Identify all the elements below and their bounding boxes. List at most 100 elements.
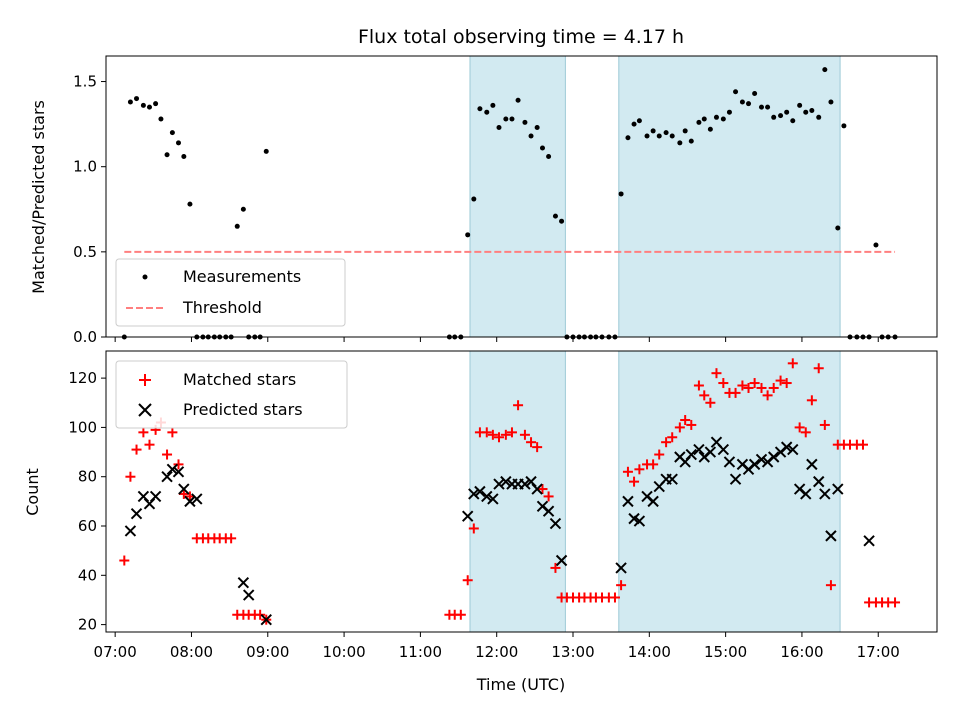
measurement-point	[559, 218, 565, 224]
matched-star-point	[173, 459, 184, 470]
top-legend: Measurements Threshold	[115, 258, 346, 327]
matched-star-point	[629, 476, 640, 487]
shaded-span	[469, 350, 566, 633]
x-tick-label: 14:00	[628, 643, 671, 661]
measurement-point	[841, 123, 847, 129]
y-tick-label: 120	[68, 369, 97, 387]
x-tick-label: 16:00	[780, 643, 823, 661]
measurement-point	[625, 135, 631, 141]
measurement-point	[146, 104, 152, 110]
measurement-point	[677, 140, 683, 146]
y-tick-label: 1.0	[73, 158, 97, 176]
predicted-star-point	[474, 485, 486, 498]
predicted-star-point	[622, 495, 634, 508]
measurement-point	[726, 109, 732, 115]
predicted-star-points	[124, 436, 875, 626]
measurement-point	[790, 118, 796, 124]
measurement-point	[618, 191, 624, 197]
predicted-star-point	[242, 589, 255, 601]
legend-predicted-label: Predicted stars	[183, 400, 303, 419]
matched-star-point	[762, 390, 773, 401]
matched-star-point	[737, 380, 748, 391]
matched-star-point	[705, 397, 716, 408]
matched-star-point	[718, 378, 729, 389]
legend-predicted-marker	[138, 403, 152, 417]
legend-matched-label: Matched stars	[183, 370, 296, 389]
matched-star-point	[162, 449, 173, 460]
measurement-point	[471, 196, 477, 202]
matched-star-point	[813, 363, 824, 374]
matched-star-point	[178, 488, 189, 499]
legend-measurements-label: Measurements	[183, 267, 301, 286]
measurement-point	[739, 99, 745, 105]
measurement-point	[164, 152, 170, 158]
predicted-star-point	[542, 505, 555, 517]
matched-star-point	[131, 444, 142, 455]
measurement-point	[644, 133, 650, 139]
predicted-star-point	[693, 443, 705, 456]
predicted-star-point	[729, 473, 742, 485]
matched-star-point	[119, 555, 130, 566]
matched-star-point	[680, 415, 691, 426]
matched-star-point	[550, 562, 561, 573]
matched-star-point	[686, 419, 697, 430]
predicted-star-point	[172, 466, 185, 478]
predicted-star-point	[531, 483, 543, 495]
predicted-star-point	[237, 576, 250, 589]
matched-star-point	[711, 368, 722, 379]
y-tick-label: 40	[78, 566, 97, 584]
bottom-legend: Matched stars Predicted stars	[115, 360, 348, 429]
measurement-point	[822, 67, 828, 73]
measurement-point	[797, 102, 803, 108]
matched-star-point	[622, 466, 633, 477]
predicted-star-point	[260, 613, 272, 626]
top-legend-box	[115, 258, 346, 327]
predicted-star-point	[481, 490, 493, 503]
measurement-point	[828, 99, 834, 105]
predicted-star-point	[500, 475, 512, 488]
matched-star-points	[119, 358, 901, 625]
measurement-point	[169, 130, 175, 136]
measurement-point	[650, 128, 656, 134]
top-shaded-spans	[469, 55, 841, 338]
matched-star-point	[819, 419, 830, 430]
measurement-point	[484, 109, 490, 115]
measurement-point	[707, 126, 713, 132]
bottom-y-axis-label: Count	[23, 468, 42, 516]
measurement-point	[539, 145, 545, 151]
measurement-point	[515, 97, 521, 103]
matched-star-point	[255, 609, 266, 620]
matched-star-point	[500, 429, 511, 440]
x-tick-label: 11:00	[399, 643, 442, 661]
matched-star-point	[781, 378, 792, 389]
y-tick-label: 100	[68, 418, 97, 436]
predicted-star-point	[161, 471, 173, 483]
predicted-star-point	[748, 458, 761, 471]
matched-star-point	[800, 427, 811, 438]
matched-star-point	[794, 422, 805, 433]
measurement-point	[809, 107, 815, 113]
matched-star-point	[743, 382, 754, 393]
matched-star-point	[661, 437, 672, 448]
matched-star-point	[532, 442, 543, 453]
matched-star-point	[167, 427, 178, 438]
measurement-point	[522, 119, 528, 125]
predicted-star-point	[184, 495, 196, 508]
predicted-star-point	[124, 525, 137, 537]
bottom-panel: 07:00 08:00 09:00 10:00 11:00 12:00 13:00 14:00…	[23, 350, 938, 694]
shaded-span	[618, 55, 841, 338]
matched-star-point	[667, 432, 678, 443]
predicted-star-point	[549, 517, 562, 530]
matched-star-point	[857, 439, 868, 450]
predicted-star-point	[787, 443, 799, 456]
matched-star-point	[616, 580, 627, 591]
matched-star-point	[125, 471, 136, 482]
matched-star-point	[537, 484, 548, 495]
predicted-star-point	[487, 493, 499, 505]
matched-star-point	[806, 395, 817, 406]
predicted-star-point	[130, 507, 143, 520]
measurement-point	[778, 113, 784, 119]
measurement-point	[503, 116, 509, 122]
measurement-point	[234, 223, 240, 229]
measurement-point	[140, 102, 146, 108]
